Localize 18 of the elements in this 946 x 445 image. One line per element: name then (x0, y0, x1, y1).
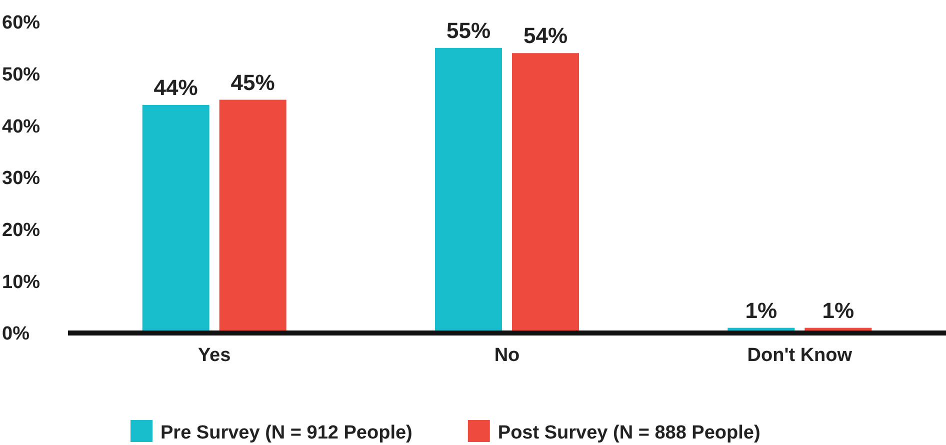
y-tick-label: 30% (2, 168, 40, 190)
y-tick-label: 0% (2, 324, 30, 345)
legend-label: Post Survey (N = 888 People) (498, 422, 760, 444)
y-tick-label: 10% (2, 272, 40, 293)
x-tick-label: Yes (198, 345, 231, 366)
y-tick-label: 60% (2, 12, 40, 34)
data-label: 1% (822, 298, 854, 323)
data-label: 44% (154, 74, 198, 100)
data-label: 54% (523, 23, 568, 48)
data-label: 45% (230, 70, 275, 95)
data-label: 1% (745, 298, 778, 323)
x-tick-label: No (494, 345, 520, 366)
legend-label: Pre Survey (N = 912 People) (160, 422, 412, 444)
y-tick-label: 20% (2, 220, 40, 241)
y-tick-label: 40% (2, 116, 40, 138)
x-tick-label: Don't Know (747, 345, 852, 366)
data-label: 55% (446, 18, 491, 43)
y-tick-label: 50% (2, 64, 40, 86)
